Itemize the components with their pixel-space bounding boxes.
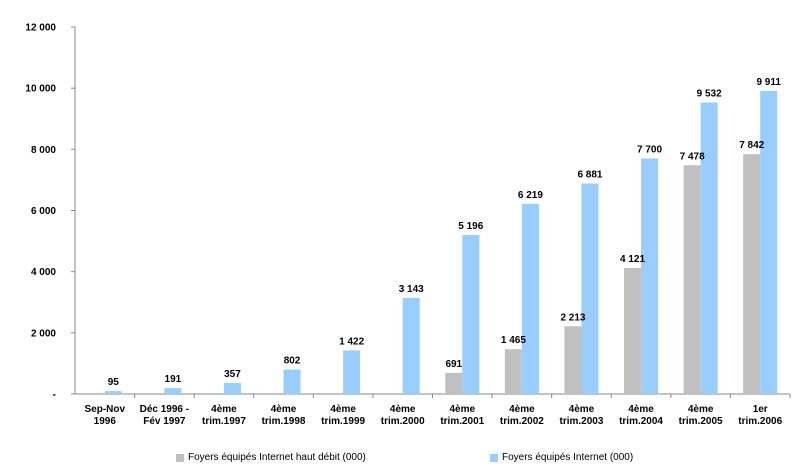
- x-tick-label: 4ème trim.2001: [440, 404, 484, 427]
- legend-label-internet: Foyers équipés Internet (000): [502, 452, 634, 463]
- bar-internet: [700, 102, 718, 394]
- bar-internet: [521, 203, 539, 394]
- bar-broadband: [683, 165, 701, 394]
- x-tick-label: Sep-Nov 1996: [85, 404, 126, 427]
- x-tick-label: 4ème trim.2003: [559, 404, 603, 427]
- legend-item-internet: Foyers équipés Internet (000): [490, 452, 633, 463]
- bar-internet: [641, 158, 659, 394]
- bar-broadband: [445, 372, 463, 394]
- legend-label-broadband: Foyers équipés Internet haut débit (000): [188, 452, 366, 463]
- data-label-internet: 191: [165, 374, 182, 385]
- bar-internet: [223, 383, 241, 394]
- y-tick-label: 8 000: [31, 145, 56, 156]
- data-label-broadband: 1 465: [501, 335, 526, 346]
- y-tick-label: -: [53, 390, 56, 401]
- x-tick-label: 4ème trim.2004: [619, 404, 663, 427]
- x-tick-label: 4ème trim.2000: [381, 404, 425, 427]
- data-label-internet: 357: [224, 369, 241, 380]
- data-label-internet: 5 196: [458, 221, 483, 232]
- bars: [104, 90, 778, 394]
- x-tick-label: 4ème trim.2002: [500, 404, 544, 427]
- bar-internet: [164, 388, 182, 394]
- data-label-internet: 6 881: [577, 170, 602, 181]
- bar-internet: [343, 350, 361, 394]
- bar-internet: [283, 369, 301, 394]
- y-tick-label: 4 000: [31, 267, 56, 278]
- x-tick-label: 4ème trim.2005: [679, 404, 723, 427]
- data-label-broadband: 4 121: [620, 254, 645, 265]
- legend: Foyers équipés Internet haut débit (000)…: [0, 452, 795, 472]
- labels: 95 191 357 802 1 422 3 143 691 5 196 1 465 6 219 2…: [108, 77, 782, 388]
- y-tick-label: 10 000: [25, 84, 56, 95]
- data-label-internet: 7 700: [637, 145, 662, 156]
- legend-item-broadband: Foyers équipés Internet haut débit (000): [176, 452, 366, 463]
- data-label-internet: 1 422: [339, 337, 364, 348]
- x-tick-label: Déc 1996 -Fév 1997: [140, 404, 189, 427]
- data-label-internet: 6 219: [518, 190, 543, 201]
- data-label-broadband: 7 842: [739, 140, 764, 151]
- bar-internet: [760, 90, 778, 394]
- chart-area: - 2 000 4 000 6 000 8 000 10 000 12 000 Sep-Nov…: [25, 23, 791, 427]
- legend-swatch-internet: [490, 453, 498, 462]
- x-tick-label: 4ème trim.1998: [262, 404, 306, 427]
- bar-internet: [462, 235, 480, 394]
- data-label-broadband: 691: [445, 359, 462, 370]
- axes: - 2 000 4 000 6 000 8 000 10 000 12 000 Sep-Nov…: [25, 23, 791, 427]
- data-label-internet: 95: [108, 377, 120, 388]
- bar-broadband: [504, 349, 522, 394]
- y-tick-label: 6 000: [31, 206, 56, 217]
- x-tick-label: 4ème trim.1997: [202, 404, 246, 427]
- bar-broadband: [564, 326, 582, 394]
- bar-internet: [104, 391, 122, 394]
- bar-broadband: [624, 267, 642, 394]
- data-label-internet: 3 143: [399, 284, 424, 295]
- data-label-internet: 9 911: [756, 77, 781, 88]
- data-label-broadband: 2 213: [560, 312, 585, 323]
- y-tick-label: 2 000: [31, 328, 56, 339]
- data-label-internet: 802: [284, 355, 301, 366]
- data-label-broadband: 7 478: [680, 151, 705, 162]
- data-label-internet: 9 532: [697, 88, 722, 99]
- x-tick-label: 1er trim.2006: [738, 404, 782, 427]
- legend-swatch-broadband: [176, 453, 184, 462]
- x-tick-label: 4ème trim.1999: [321, 404, 365, 427]
- bar-internet: [581, 183, 599, 394]
- bar-internet: [402, 297, 420, 394]
- y-tick-label: 12 000: [25, 23, 56, 34]
- bar-broadband: [743, 154, 761, 394]
